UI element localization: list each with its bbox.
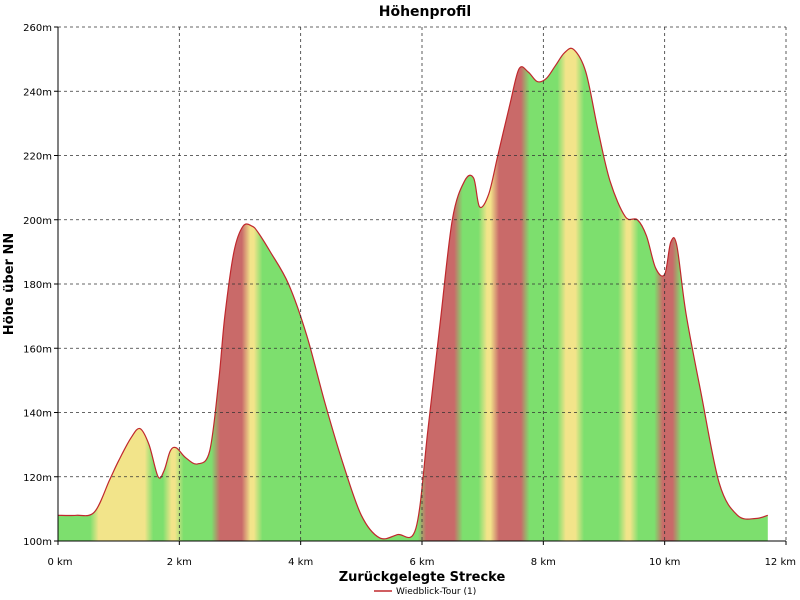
x-tick-label: 10 km (649, 557, 680, 568)
legend: Wiedblick-Tour (1) (374, 587, 476, 597)
y-tick-label: 180m (23, 280, 52, 291)
y-tick-label: 240m (23, 87, 52, 98)
x-tick-label: 2 km (167, 557, 192, 568)
elevation-line (57, 47, 768, 540)
y-tick-label: 260m (23, 23, 52, 34)
x-tick-label: 0 km (47, 557, 72, 568)
x-tick-label: 4 km (288, 557, 313, 568)
y-tick-label: 120m (23, 473, 52, 484)
y-tick-label: 140m (23, 409, 52, 420)
y-tick-label: 160m (23, 344, 52, 355)
y-tick-label: 100m (23, 537, 52, 548)
x-tick-label: 6 km (409, 557, 434, 568)
axes (54, 26, 787, 545)
x-tick-label: 8 km (531, 557, 556, 568)
x-tick-label: 12 km (765, 557, 796, 568)
legend-label: Wiedblick-Tour (1) (396, 587, 476, 597)
y-axis-title: Höhe über NN (2, 233, 17, 335)
plot-area (57, 47, 768, 541)
x-tick-labels: 0 km 2 km 4 km 6 km 8 km 10 km 12 km (47, 557, 796, 568)
y-tick-label: 200m (23, 216, 52, 227)
y-tick-label: 220m (23, 152, 52, 163)
y-tick-labels: 100m 120m 140m 160m 180m 200m 220m 240m 260m (23, 23, 52, 548)
x-axis-title: Zurückgelegte Strecke (339, 570, 506, 585)
chart-title: Höhenprofil (379, 4, 471, 20)
elevation-area-fill (58, 48, 768, 541)
